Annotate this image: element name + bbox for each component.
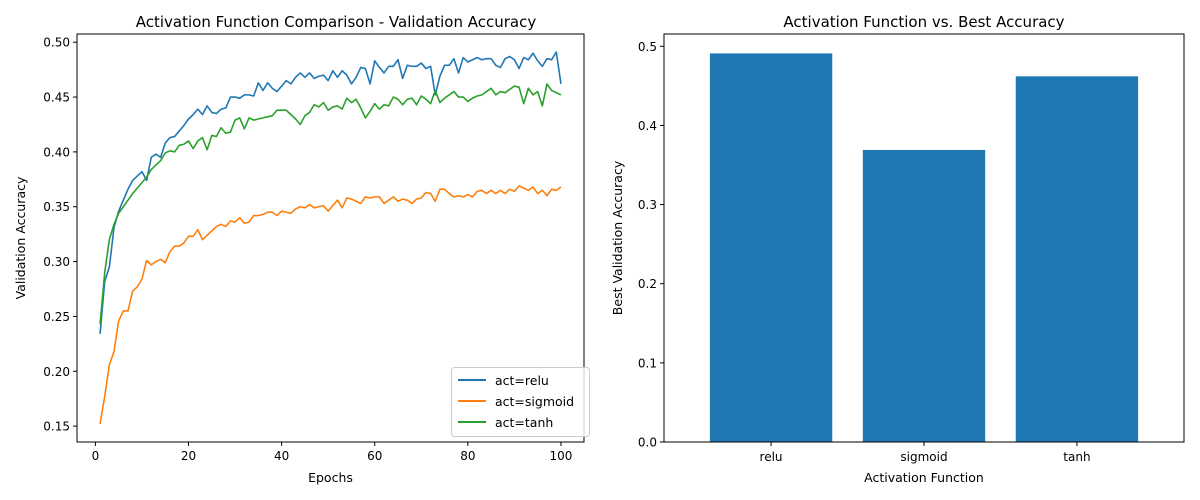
y-tick-label: 0.25	[43, 310, 70, 324]
y-tick-label: 0.45	[43, 91, 70, 105]
legend-item-relu: act=relu	[458, 373, 549, 388]
x-axis-ticks: relu sigmoid tanh	[760, 442, 1091, 464]
y-tick-label: 0.20	[43, 365, 70, 379]
bar-relu	[709, 53, 833, 443]
y-tick-label: 0.30	[43, 255, 70, 269]
bar-tanh	[1015, 76, 1139, 442]
y-tick-label: 0.1	[638, 356, 657, 370]
x-tick-label: relu	[760, 450, 783, 464]
legend-label-sigmoid: act=sigmoid	[495, 394, 574, 409]
y-axis-ticks: 0.15 0.20 0.25 0.30 0.35 0.40 0.45 0.50	[43, 36, 77, 434]
chart-title: Activation Function Comparison - Validat…	[136, 13, 537, 31]
x-axis-label: Activation Function	[864, 470, 984, 485]
y-tick-label: 0.50	[43, 36, 70, 50]
legend-item-sigmoid: act=sigmoid	[458, 394, 574, 409]
legend-label-tanh: act=tanh	[495, 415, 553, 430]
series-line-sigmoid	[99, 185, 562, 425]
x-axis-label: Epochs	[308, 470, 353, 485]
bar-chart: Activation Function vs. Best Accuracy re…	[610, 13, 1185, 485]
chart-title: Activation Function vs. Best Accuracy	[783, 13, 1064, 31]
y-tick-label: 0.3	[638, 198, 657, 212]
y-tick-label: 0.2	[638, 277, 657, 291]
y-axis-ticks: 0.0 0.1 0.2 0.3 0.4 0.5	[638, 40, 664, 450]
bar-sigmoid	[862, 149, 986, 442]
x-tick-label: 60	[367, 449, 382, 463]
y-tick-label: 0.4	[638, 119, 657, 133]
series-line-tanh	[99, 83, 562, 325]
y-axis-label: Best Validation Accuracy	[610, 160, 625, 315]
x-tick-label: 100	[550, 449, 573, 463]
y-axis-label: Validation Accuracy	[13, 176, 28, 299]
x-tick-label: 40	[274, 449, 289, 463]
bars	[709, 53, 1139, 443]
x-axis-ticks: 0 20 40 60 80 100	[92, 442, 573, 463]
line-chart: Activation Function Comparison - Validat…	[13, 13, 590, 485]
plot-frame	[663, 33, 1185, 443]
y-tick-label: 0.15	[43, 420, 70, 434]
plot-frame	[76, 33, 585, 443]
series-lines	[99, 51, 562, 425]
x-tick-label: tanh	[1063, 450, 1090, 464]
y-tick-label: 0.5	[638, 40, 657, 54]
legend-label-relu: act=relu	[495, 373, 549, 388]
x-tick-label: 20	[181, 449, 196, 463]
x-tick-label: 80	[460, 449, 475, 463]
x-tick-label: 0	[92, 449, 100, 463]
legend-frame	[451, 367, 590, 437]
legend-item-tanh: act=tanh	[458, 415, 553, 430]
y-tick-label: 0.35	[43, 200, 70, 214]
legend: act=relu act=sigmoid act=tanh	[451, 367, 590, 437]
y-tick-label: 0.40	[43, 145, 70, 159]
series-line-relu	[99, 51, 562, 335]
y-tick-label: 0.0	[638, 436, 657, 450]
x-tick-label: sigmoid	[900, 450, 947, 464]
